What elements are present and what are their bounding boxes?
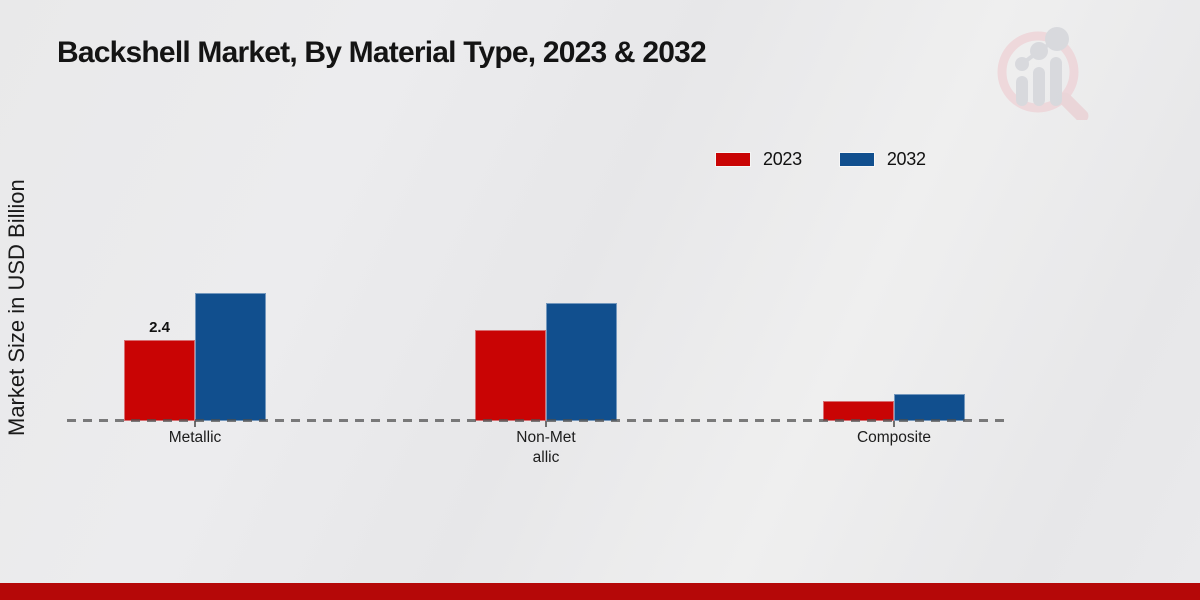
legend-swatch-2023 [716,153,750,166]
chart-title: Backshell Market, By Material Type, 2023… [57,36,707,69]
bar-value-label-2023-metallic: 2.4 [149,319,170,336]
bar-2023-non-metallic [475,330,546,421]
bar-2032-composite [894,394,965,421]
category-label-non-metallic: Non-Met allic [516,429,576,466]
category-label-metallic: Metallic [168,429,222,446]
legend-label-2023: 2023 [763,149,802,169]
market-research-logo-watermark [997,27,1089,120]
bar-2023-composite [823,401,894,421]
bar-2032-metallic [195,293,266,421]
legend-item-2032: 2032 [839,149,926,170]
x-axis-tick-metallic [194,421,196,427]
x-axis-baseline [67,419,1007,422]
legend-label-2032: 2032 [886,149,926,169]
legend: 2023 2032 [716,149,926,170]
x-axis-tick-composite [893,421,895,427]
footer-accent-bar [0,583,1200,600]
bar-2023-metallic [124,340,195,421]
legend-swatch-2032 [839,153,874,166]
legend-item-2023: 2023 [716,149,802,170]
bar-2032-non-metallic [546,303,617,421]
x-axis-tick-non-metallic [545,421,547,427]
category-label-composite: Composite [856,429,932,446]
